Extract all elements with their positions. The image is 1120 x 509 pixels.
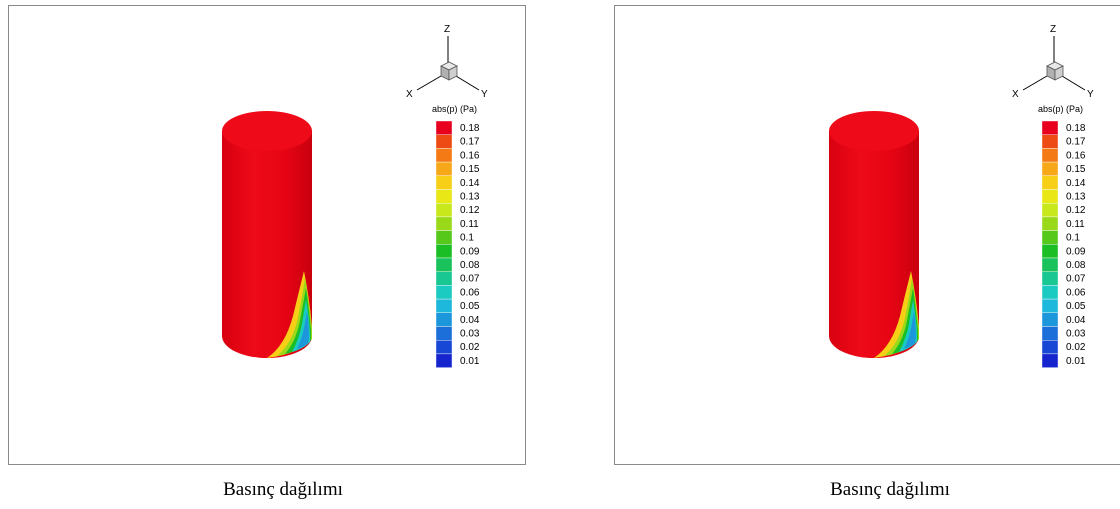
contour-plot-left: Z X Y abs(p) (Pa) 0.18 0.17 0.16 0.15 0.14 0.… <box>222 24 488 368</box>
legend-swatch <box>1041 340 1059 355</box>
legend-level-label: 0.01 <box>460 356 480 367</box>
legend-swatch <box>1041 189 1059 204</box>
legend-level-label: 0.08 <box>460 260 480 271</box>
legend-level-label: 0.04 <box>1066 315 1086 326</box>
legend-title: abs(p) (Pa) <box>1038 104 1083 114</box>
legend-level-label: 0.1 <box>1066 233 1080 244</box>
legend-level-label: 0.03 <box>460 329 480 340</box>
legend-swatch <box>1041 161 1059 177</box>
legend-swatch <box>1041 271 1059 286</box>
legend-level-label: 0.06 <box>1066 287 1086 298</box>
legend-level-label: 0.18 <box>1066 123 1086 134</box>
axis-label-z: Z <box>444 24 450 35</box>
legend-level-label: 0.13 <box>460 192 480 203</box>
legend-level-label: 0.09 <box>1066 246 1086 257</box>
legend-swatch <box>435 353 453 368</box>
axis-label-y: Y <box>481 89 488 100</box>
legend-level-label: 0.16 <box>460 150 480 161</box>
legend-level-label: 0.09 <box>460 246 480 257</box>
legend-level-label: 0.16 <box>1066 150 1086 161</box>
legend-swatch <box>1041 353 1059 368</box>
legend-level-label: 0.07 <box>1066 274 1086 285</box>
legend-swatch <box>435 312 453 327</box>
legend-swatch <box>435 326 453 341</box>
axis-label-x: X <box>406 89 413 100</box>
legend-swatch <box>435 202 453 218</box>
legend-swatch <box>1041 148 1059 163</box>
legend-level-label: 0.14 <box>460 178 480 189</box>
legend-level-label: 0.1 <box>460 233 474 244</box>
legend-swatch <box>435 175 453 190</box>
legend-swatch <box>1041 257 1059 272</box>
legend-level-label: 0.13 <box>1066 192 1086 203</box>
legend-level-label: 0.05 <box>1066 301 1086 312</box>
legend-swatch <box>1041 285 1059 300</box>
legend-level-label: 0.15 <box>460 164 480 175</box>
legend-swatch <box>1041 120 1059 135</box>
contour-plot-panel-left: Z X Y abs(p) (Pa) 0.18 0.17 0.16 0.15 0.14 0.… <box>8 5 526 465</box>
legend-level-label: 0.17 <box>1066 137 1086 148</box>
legend-level-label: 0.11 <box>1066 219 1085 230</box>
legend-swatch <box>435 298 453 314</box>
legend-swatch <box>435 244 453 259</box>
legend-swatch <box>435 271 453 286</box>
legend-swatch <box>435 216 453 231</box>
legend-swatch <box>435 134 453 149</box>
contour-plot-right: Z X Y abs(p) (Pa) 0.18 0.17 0.16 0.15 0.14 0.… <box>829 24 1094 368</box>
legend-level-label: 0.02 <box>460 342 480 353</box>
legend-level-label: 0.08 <box>1066 260 1086 271</box>
figure-caption-right: Basınç dağılımı <box>830 479 950 500</box>
legend-level-label: 0.05 <box>460 301 480 312</box>
legend-level-label: 0.01 <box>1066 356 1086 367</box>
axis-label-z: Z <box>1050 24 1056 35</box>
legend-swatch <box>1041 134 1059 149</box>
legend-swatch <box>435 161 453 177</box>
legend-level-label: 0.15 <box>1066 164 1086 175</box>
legend-swatch <box>435 230 453 245</box>
legend-swatch <box>1041 298 1059 314</box>
axis-label-y: Y <box>1087 89 1094 100</box>
legend-swatch <box>1041 202 1059 218</box>
axis-triad: Z X Y <box>1012 24 1094 100</box>
legend-swatch <box>1041 175 1059 190</box>
legend-swatch <box>435 285 453 300</box>
legend-swatch <box>1041 230 1059 245</box>
legend-swatch <box>435 189 453 204</box>
contour-plot-panel-right: Z X Y abs(p) (Pa) 0.18 0.17 0.16 0.15 0.14 0.… <box>614 5 1120 465</box>
legend-level-label: 0.12 <box>1066 205 1086 216</box>
axis-label-x: X <box>1012 89 1019 100</box>
figure-caption-left: Basınç dağılımı <box>223 479 343 500</box>
cylinder-surface <box>222 111 312 358</box>
axis-triad: Z X Y <box>406 24 488 100</box>
legend-level-label: 0.02 <box>1066 342 1086 353</box>
legend-swatch <box>1041 312 1059 327</box>
legend-swatch <box>435 340 453 355</box>
legend-level-label: 0.07 <box>460 274 480 285</box>
color-legend: abs(p) (Pa) 0.18 0.17 0.16 0.15 0.14 0.13 0.12… <box>1038 104 1086 368</box>
legend-level-label: 0.04 <box>460 315 480 326</box>
color-legend: abs(p) (Pa) 0.18 0.17 0.16 0.15 0.14 0.13 0.12… <box>432 104 480 368</box>
legend-swatch <box>1041 326 1059 341</box>
legend-level-label: 0.12 <box>460 205 480 216</box>
legend-level-label: 0.18 <box>460 123 480 134</box>
legend-swatch <box>1041 216 1059 231</box>
legend-swatch <box>1041 244 1059 259</box>
legend-title: abs(p) (Pa) <box>432 104 477 114</box>
legend-level-label: 0.14 <box>1066 178 1086 189</box>
cylinder-surface <box>829 111 919 358</box>
legend-level-label: 0.11 <box>460 219 479 230</box>
legend-level-label: 0.06 <box>460 287 480 298</box>
legend-swatch <box>435 120 453 135</box>
legend-level-label: 0.03 <box>1066 329 1086 340</box>
legend-level-label: 0.17 <box>460 137 480 148</box>
legend-swatch <box>435 148 453 163</box>
legend-swatch <box>435 257 453 272</box>
